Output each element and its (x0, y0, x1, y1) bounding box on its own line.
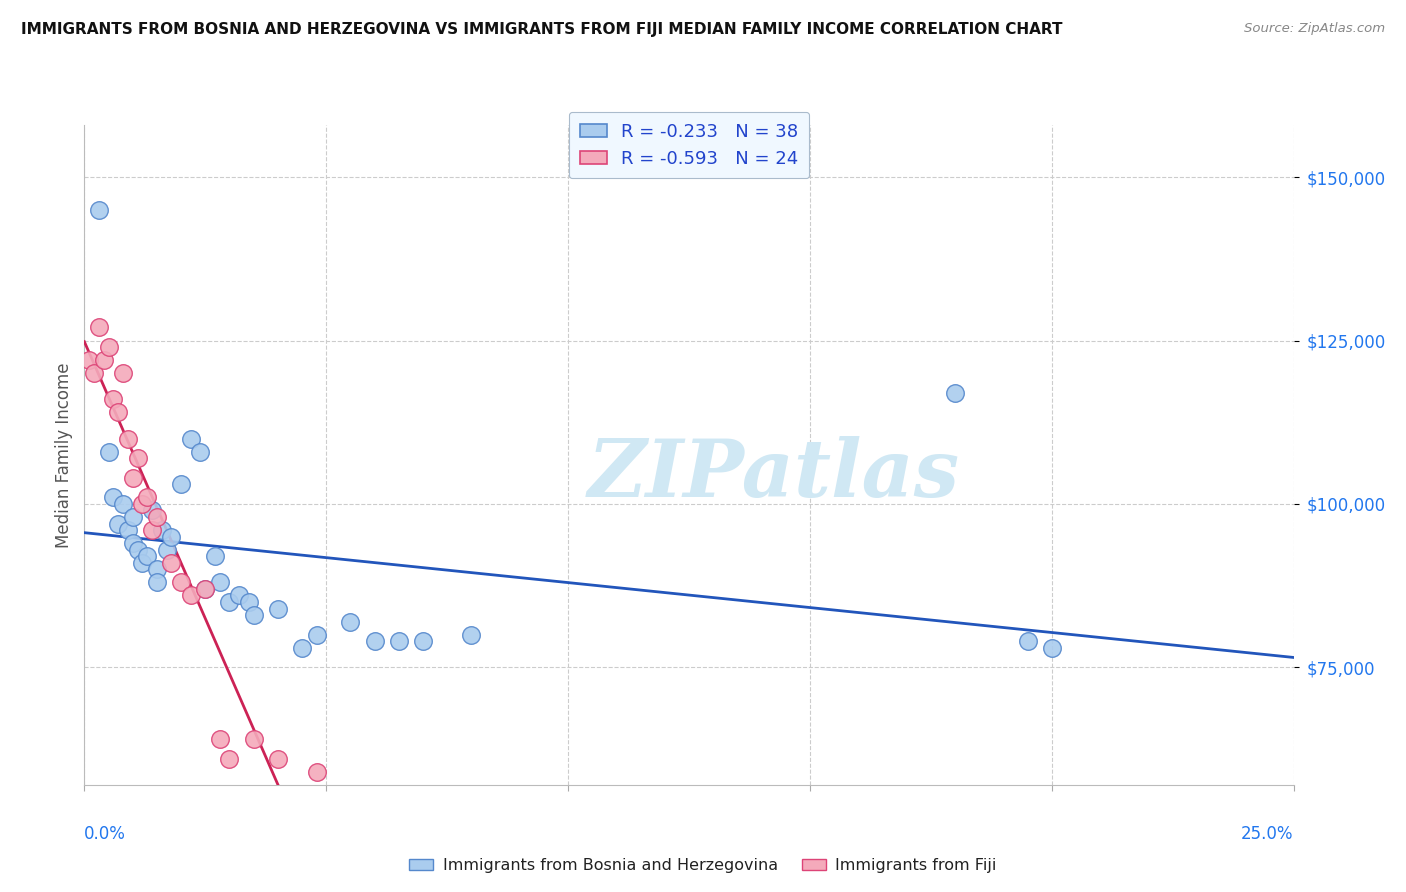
Point (228, 589, 250, 603)
Point (87, 202, 110, 217)
Point (150, 523, 173, 537)
Point (291, 640, 314, 655)
Point (107, 516, 129, 531)
Point (141, 503, 163, 517)
Point (190, 444, 212, 458)
Point (136, 491, 159, 505)
Legend: Immigrants from Bosnia and Herzegovina, Immigrants from Fiji: Immigrants from Bosnia and Herzegovina, … (404, 852, 1002, 880)
Point (146, 575, 169, 590)
Point (339, 615, 361, 629)
Point (363, 634, 385, 648)
Text: 0.0%: 0.0% (84, 824, 127, 843)
Point (208, 732, 231, 747)
Point (155, 542, 177, 557)
Text: 25.0%: 25.0% (1241, 824, 1294, 843)
Point (180, 432, 202, 446)
Point (267, 752, 290, 766)
Text: IMMIGRANTS FROM BOSNIA AND HERZEGOVINA VS IMMIGRANTS FROM FIJI MEDIAN FAMILY INC: IMMIGRANTS FROM BOSNIA AND HERZEGOVINA V… (21, 22, 1063, 37)
Point (218, 595, 240, 609)
Point (141, 523, 163, 537)
Point (1017, 634, 1039, 648)
Point (194, 582, 217, 596)
Point (121, 471, 143, 485)
Point (180, 589, 202, 603)
Text: Source: ZipAtlas.com: Source: ZipAtlas.com (1244, 22, 1385, 36)
Point (136, 549, 159, 564)
Point (194, 582, 217, 596)
Point (121, 536, 143, 550)
Point (204, 549, 226, 564)
Point (242, 732, 264, 747)
Point (218, 752, 240, 766)
Text: ZIPatlas: ZIPatlas (588, 436, 960, 514)
Point (127, 542, 149, 557)
Point (112, 366, 135, 380)
Point (242, 608, 264, 623)
Point (87, 320, 110, 334)
Legend: R = -0.233   N = 38, R = -0.593   N = 24: R = -0.233 N = 38, R = -0.593 N = 24 (568, 112, 810, 178)
Point (943, 385, 966, 400)
Point (117, 432, 139, 446)
Point (127, 451, 149, 466)
Point (97, 444, 120, 458)
Point (97, 340, 120, 354)
Point (131, 556, 153, 570)
Point (1040, 640, 1063, 655)
Point (238, 595, 260, 609)
Y-axis label: Median Family Income: Median Family Income (55, 362, 73, 548)
Point (160, 530, 183, 544)
Point (103, 491, 125, 505)
Point (107, 405, 129, 419)
Point (131, 497, 153, 511)
Point (305, 627, 328, 641)
Point (305, 764, 328, 779)
Point (160, 556, 183, 570)
Point (146, 562, 169, 576)
Point (117, 523, 139, 537)
Point (170, 575, 193, 590)
Point (412, 634, 434, 648)
Point (83, 366, 105, 380)
Point (146, 510, 169, 524)
Point (121, 510, 143, 524)
Point (460, 627, 482, 641)
Point (267, 601, 290, 615)
Point (170, 477, 193, 491)
Point (93, 353, 115, 368)
Point (208, 575, 231, 590)
Point (388, 634, 411, 648)
Point (103, 392, 125, 407)
Point (112, 497, 135, 511)
Point (77, 353, 100, 368)
